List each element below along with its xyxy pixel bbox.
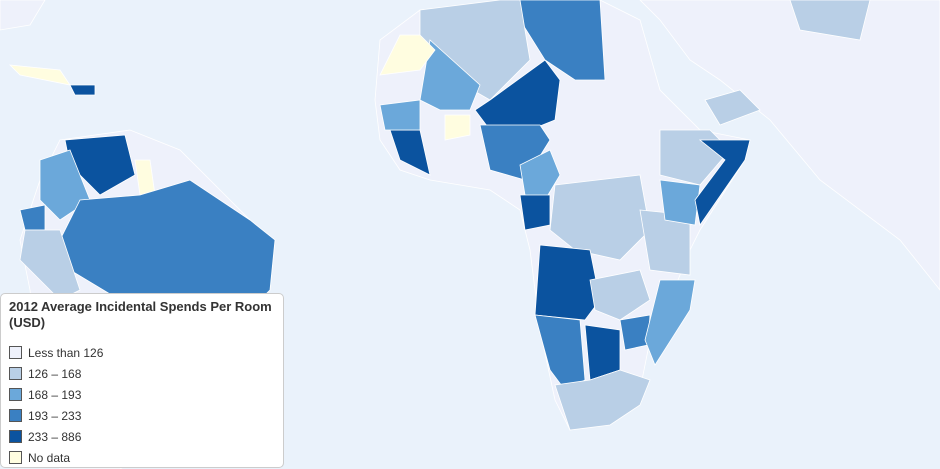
- country: [694, 139, 751, 227]
- country: [444, 114, 471, 141]
- legend-swatch: [9, 409, 22, 422]
- country: [69, 84, 96, 96]
- legend-swatch: [9, 388, 22, 401]
- legend-title: 2012 Average Incidental Spends Per Room …: [9, 299, 272, 330]
- country: [8, 64, 71, 86]
- legend-swatch: [9, 430, 22, 443]
- legend-label: 168 – 193: [28, 387, 82, 402]
- country: [554, 369, 651, 431]
- legend-item: 233 – 886: [9, 426, 275, 447]
- country: [659, 179, 701, 226]
- country: [379, 99, 421, 131]
- legend-label: 233 – 886: [28, 429, 82, 444]
- country: [644, 279, 696, 366]
- legend-swatch: [9, 346, 22, 359]
- country: [534, 314, 586, 391]
- legend-item: No data: [9, 447, 275, 468]
- legend-swatch: [9, 451, 22, 464]
- country: [589, 269, 651, 321]
- legend-items: Less than 126 126 – 168 168 – 193 193 – 233…: [9, 342, 275, 468]
- legend-label: No data: [28, 450, 71, 465]
- country: [704, 89, 761, 126]
- country: [19, 204, 46, 231]
- country: [549, 174, 651, 261]
- legend-item: Less than 126: [9, 342, 275, 363]
- country: [534, 244, 601, 321]
- legend-label: 126 – 168: [28, 366, 82, 381]
- legend-label: 193 – 233: [28, 408, 82, 423]
- legend-swatch: [9, 367, 22, 380]
- country: [619, 314, 651, 351]
- legend-label: Less than 126: [28, 345, 104, 360]
- legend-item: 168 – 193: [9, 384, 275, 405]
- country: [789, 0, 871, 41]
- legend-item: 126 – 168: [9, 363, 275, 384]
- country: [519, 149, 561, 201]
- country: [379, 34, 436, 76]
- land: [639, 0, 940, 291]
- country: [474, 59, 561, 131]
- country: [419, 39, 481, 111]
- country: [519, 194, 551, 231]
- legend-item: 193 – 233: [9, 405, 275, 426]
- land: [0, 0, 46, 31]
- legend: 2012 Average Incidental Spends Per Room …: [0, 293, 284, 468]
